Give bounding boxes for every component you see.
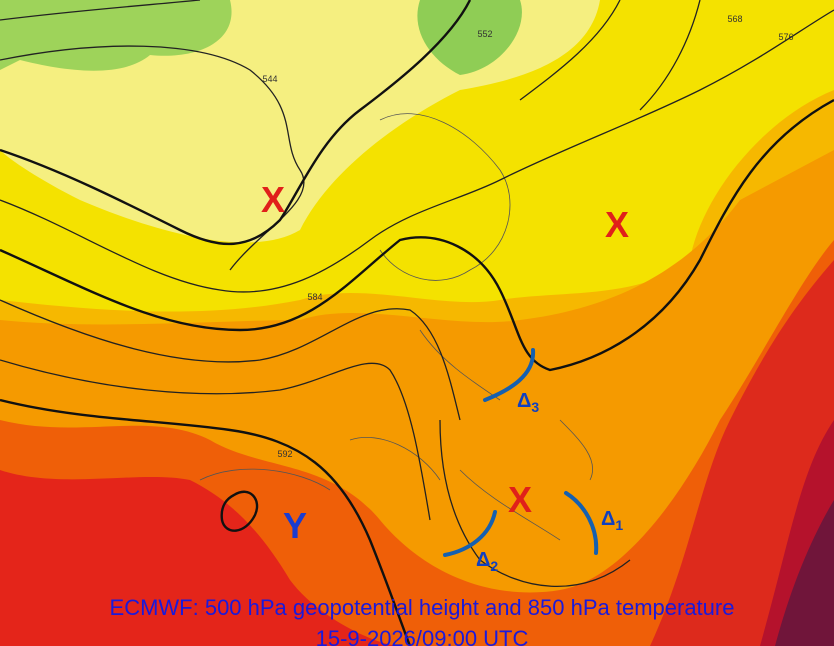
- contour-label: 584: [307, 292, 322, 302]
- contour-label: 576: [778, 32, 793, 42]
- delta-label: Δ2: [476, 549, 498, 574]
- delta-symbol: Δ: [517, 390, 531, 412]
- caption: ECMWF: 500 hPa geopotential height and 8…: [110, 595, 735, 620]
- coastline: [199, 113, 593, 541]
- marker-label: X: [605, 204, 629, 245]
- contour-label: 592: [277, 449, 292, 459]
- caption: 15-9-2026/09:00 UTC: [316, 626, 529, 646]
- delta-arc: [483, 348, 536, 402]
- delta-label: Δ1: [601, 508, 623, 533]
- marker-label: Y: [283, 505, 307, 546]
- delta-symbol: Δ: [601, 508, 615, 530]
- delta-label: Δ3: [517, 390, 539, 415]
- green-zone: [417, 0, 522, 75]
- delta-arc: [443, 510, 497, 557]
- delta-index: 1: [615, 517, 623, 533]
- contour-label: 544: [262, 74, 277, 84]
- contour-label: 568: [727, 14, 742, 24]
- delta-index: 3: [531, 399, 539, 415]
- marker-label: X: [261, 179, 285, 220]
- marker-label: X: [508, 479, 532, 520]
- red-zone: [0, 470, 400, 646]
- maroon-zone: [775, 500, 834, 646]
- green-zone: [0, 0, 232, 71]
- contour-label: 552: [477, 29, 492, 39]
- delta-index: 2: [490, 558, 498, 574]
- delta-symbol: Δ: [476, 549, 490, 571]
- delta-arc: [564, 491, 599, 555]
